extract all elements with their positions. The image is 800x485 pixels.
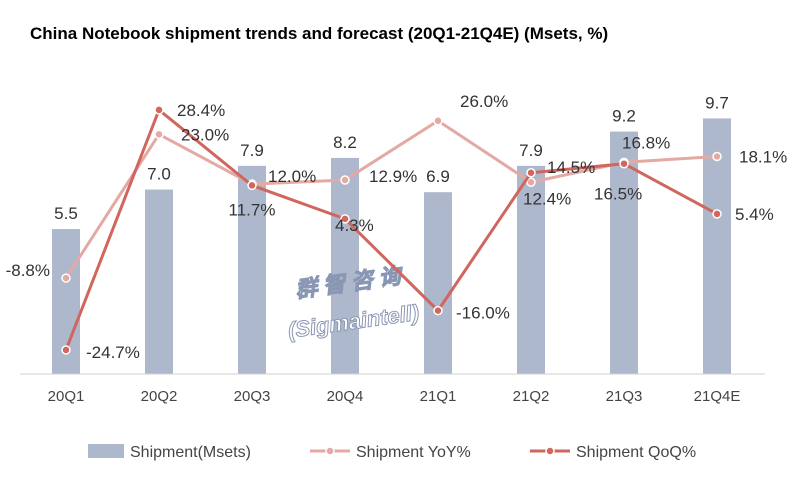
yoy-label-20Q4: 12.9% bbox=[369, 167, 417, 186]
qoq-label-20Q3: 11.7% bbox=[229, 200, 276, 219]
legend-qoq: Shipment QoQ% bbox=[576, 444, 696, 461]
legend-shipment: Shipment(Msets) bbox=[130, 444, 251, 461]
qoq-point-21Q4E bbox=[712, 209, 722, 219]
legend-yoy: Shipment YoY% bbox=[356, 444, 471, 461]
yoy-label-20Q2: 23.0% bbox=[181, 125, 229, 144]
qoq-label-21Q4E: 5.4% bbox=[735, 205, 774, 224]
qoq-point-21Q3 bbox=[619, 158, 629, 169]
yoy-point-21Q1 bbox=[433, 116, 443, 126]
x-tick-20Q2: 20Q2 bbox=[141, 388, 178, 405]
bar-label-21Q2: 7.9 bbox=[519, 141, 543, 160]
bar-20Q4 bbox=[331, 157, 359, 374]
bar-21Q2 bbox=[517, 165, 545, 374]
x-tick-21Q3: 21Q3 bbox=[606, 388, 643, 405]
yoy-point-20Q4 bbox=[340, 175, 350, 185]
bar-21Q3 bbox=[610, 131, 638, 374]
yoy-point-21Q4E bbox=[712, 151, 722, 162]
bar-label-20Q3: 7.9 bbox=[240, 141, 264, 160]
bar-label-21Q4E: 9.7 bbox=[705, 93, 729, 112]
qoq-label-21Q3: 16.5% bbox=[594, 185, 642, 204]
yoy-label-20Q1: -8.8% bbox=[6, 261, 50, 280]
bar-label-21Q1: 6.9 bbox=[426, 167, 450, 186]
yoy-point-20Q1 bbox=[61, 273, 71, 283]
legend-swatch-shipment bbox=[88, 444, 124, 458]
qoq-point-20Q4 bbox=[340, 214, 350, 224]
yoy-label-21Q4E: 18.1% bbox=[739, 147, 787, 166]
x-tick-20Q4: 20Q4 bbox=[327, 388, 364, 405]
yoy-label-21Q3: 16.8% bbox=[622, 133, 670, 152]
qoq-label-20Q4: 4.3% bbox=[335, 216, 374, 235]
qoq-label-20Q1: -24.7% bbox=[86, 343, 140, 362]
qoq-label-20Q2: 28.4% bbox=[177, 101, 225, 120]
yoy-point-20Q2 bbox=[154, 129, 164, 140]
qoq-point-20Q3 bbox=[247, 180, 257, 191]
x-tick-21Q2: 21Q2 bbox=[513, 388, 550, 405]
qoq-label-21Q1: -16.0% bbox=[456, 304, 510, 323]
qoq-line bbox=[64, 107, 718, 351]
yoy-label-21Q2: 12.4% bbox=[523, 189, 571, 208]
bar-label-20Q2: 7.0 bbox=[147, 165, 171, 184]
qoq-point-20Q2 bbox=[154, 105, 164, 115]
qoq-point-21Q1 bbox=[433, 305, 443, 316]
yoy-label-20Q3: 12.0% bbox=[268, 167, 316, 186]
bar-21Q1 bbox=[424, 192, 452, 374]
x-tick-21Q4E: 21Q4E bbox=[694, 388, 741, 405]
bar-label-20Q4: 8.2 bbox=[333, 133, 357, 152]
bar-20Q3 bbox=[238, 165, 266, 374]
chart-title: China Notebook shipment trends and forec… bbox=[30, 24, 609, 43]
bar-20Q2 bbox=[145, 189, 173, 374]
qoq-point-20Q1 bbox=[61, 345, 71, 355]
x-tick-21Q1: 21Q1 bbox=[420, 388, 457, 405]
qoq-point-21Q2 bbox=[526, 168, 536, 178]
yoy-label-21Q1: 26.0% bbox=[460, 92, 508, 111]
x-tick-20Q3: 20Q3 bbox=[234, 388, 271, 405]
legend-marker-qoq bbox=[545, 446, 555, 456]
x-tick-20Q1: 20Q1 bbox=[48, 388, 85, 405]
bar-label-20Q1: 5.5 bbox=[54, 204, 78, 223]
yoy-point-21Q2 bbox=[526, 177, 536, 188]
legend-marker-yoy bbox=[325, 446, 335, 456]
qoq-label-21Q2: 14.5% bbox=[547, 158, 595, 177]
bar-label-21Q3: 9.2 bbox=[612, 107, 636, 126]
